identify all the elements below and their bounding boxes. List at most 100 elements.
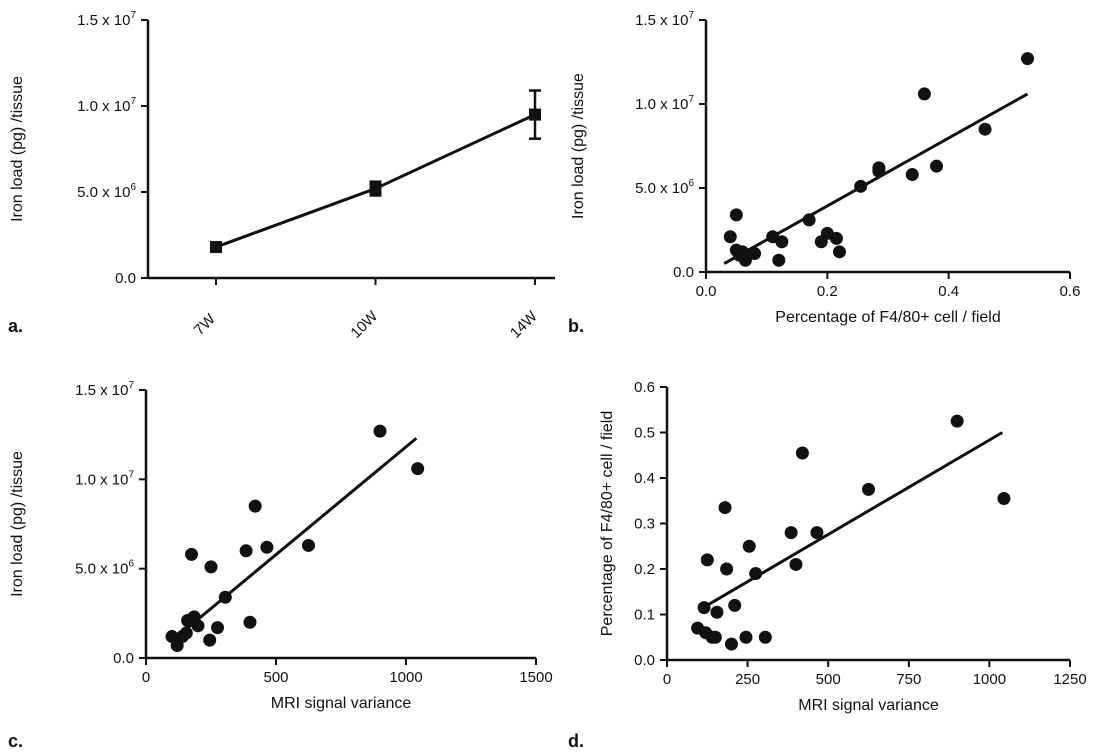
x-tick-label: 0.0 [696,283,717,300]
x-axis-label: MRI signal variance [798,697,939,714]
panel-label-b: b. [568,316,584,336]
y-tick-label: 1.5 x 107 [635,10,694,29]
data-point [905,168,919,182]
chart-panel-a: 0.0 5.0 x 106 1.0 x 107 1.5 x 107 Iron load … [9,10,555,342]
data-point [784,526,798,540]
x-axis-label: Percentage of F4/80+ cell / field [775,309,1000,326]
panel-label-d: d. [568,731,584,751]
data-point [810,526,824,540]
y-tick-label: 0.0 [115,270,136,287]
data-point [210,241,222,254]
x-axis-label: MRI signal variance [271,695,412,712]
chart-panel-d: 0.0 0.1 0.2 0.3 0.4 0.5 0.6 Percentage of F4/80… [599,379,1087,714]
panel-label-a: a. [8,316,23,336]
data-point [795,446,809,460]
chart-panel-c: 0.0 5.0 x 106 1.0 x 107 1.5 x 107 Iron load … [9,380,553,712]
data-point [720,562,734,576]
x-tick-label: 14W [507,307,541,341]
data-point [728,598,742,612]
y-tick-label: 5.0 x 106 [635,178,694,197]
data-point [529,108,541,121]
data-point [218,590,232,604]
data-point [179,626,193,640]
data-point [204,560,218,574]
data-point [729,208,743,222]
x-tick-label: 0.2 [817,283,838,300]
data-point [260,540,274,554]
x-tick-label: 1000 [389,669,422,686]
data-point [832,245,846,259]
y-tick-label: 0.3 [634,516,655,533]
y-tick-label: 0.6 [634,379,655,396]
data-point [862,482,875,496]
data-point [854,179,868,193]
x-tick-label: 0.6 [1060,283,1081,300]
y-tick-label: 1.0 x 107 [635,94,694,113]
data-point [1021,52,1035,66]
data-point [872,164,886,178]
y-tick-label: 0.0 [113,650,134,667]
data-point [185,547,198,561]
data-point [749,567,763,581]
data-point [772,253,786,267]
data-point [369,182,382,195]
data-point [775,235,789,249]
data-point [789,557,803,571]
y-tick-label: 0.5 [634,425,655,442]
data-point [710,605,724,619]
y-axis-label: Iron load (pg) /tissue [9,76,26,222]
y-tick-label: 1.5 x 107 [75,380,134,399]
y-tick-label: 0.2 [634,561,655,578]
data-point [708,630,722,644]
y-tick-label: 0.1 [634,607,655,624]
y-tick-label: 1.0 x 107 [75,469,134,488]
data-point [700,553,714,567]
y-axis-label: Percentage of F4/80+ cell / field [599,411,616,636]
y-tick-label: 0.0 [634,652,655,669]
data-point [930,159,944,173]
data-point [411,462,425,476]
data-point [758,630,772,644]
data-point [829,231,843,245]
x-tick-label: 0 [663,671,671,688]
data-point [373,424,387,438]
x-tick-label: 0.4 [938,283,959,300]
chart-panel-b: 0.0 5.0 x 106 1.0 x 107 1.5 x 107 Iron load … [570,10,1080,326]
y-tick-label: 5.0 x 106 [77,182,136,201]
y-tick-label: 1.5 x 107 [77,10,136,29]
data-point [742,539,756,553]
data-point [302,538,315,552]
data-point [239,544,253,558]
data-point [718,501,732,515]
y-tick-label: 0.4 [634,470,655,487]
panel-label-c: c. [8,731,23,751]
data-point [243,615,257,629]
fit-line [698,431,1004,612]
y-axis-label: Iron load (pg) /tissue [9,451,26,597]
data-point [802,213,816,227]
data-point [739,630,753,644]
data-point [738,253,752,267]
data-point [997,491,1011,505]
data-point [697,601,711,615]
data-point [203,633,217,647]
x-tick-label: 500 [816,671,841,688]
y-axis-label: Iron load (pg) /tissue [570,73,587,219]
x-tick-label: 750 [896,671,921,688]
x-tick-label: 0 [142,669,150,686]
x-tick-label: 1250 [1053,671,1086,688]
data-point [723,230,737,244]
x-tick-label: 7W [191,310,220,339]
data-point [748,247,762,261]
x-tick-label: 500 [263,669,288,686]
x-tick-label: 10W [347,307,381,341]
data-point [211,621,224,635]
data-point [724,637,738,651]
y-tick-label: 0.0 [673,264,694,281]
data-point [191,619,205,633]
data-point [950,414,964,428]
y-tick-label: 5.0 x 106 [75,559,134,578]
x-tick-label: 250 [735,671,760,688]
x-tick-label: 1000 [973,671,1006,688]
